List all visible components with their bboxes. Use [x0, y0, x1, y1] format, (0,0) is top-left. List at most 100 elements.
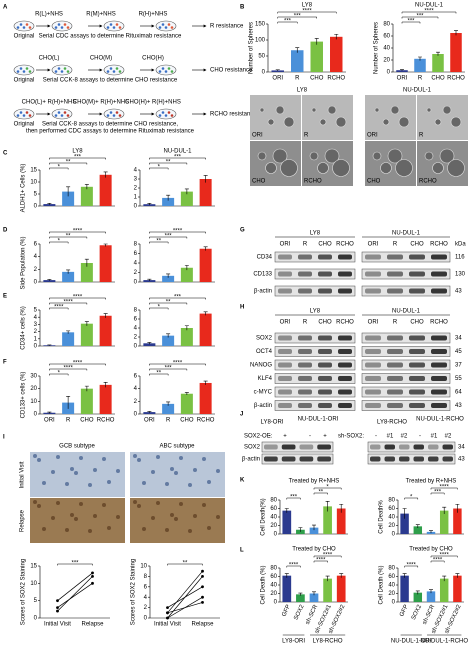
- blot-band: [387, 389, 403, 395]
- ihc-nucleus: [170, 513, 174, 517]
- error-bar: [298, 527, 303, 532]
- significance-label: ****: [54, 304, 64, 310]
- error-bar: [203, 311, 208, 316]
- point: [201, 585, 204, 589]
- significance-bracket: [149, 167, 169, 170]
- significance-label: *: [158, 164, 161, 170]
- y-tick-label: 1: [134, 195, 138, 201]
- cell: [28, 114, 32, 117]
- bar: [330, 36, 343, 72]
- y-tick-label: 0: [34, 616, 38, 622]
- blot-band: [318, 362, 332, 368]
- error-bar: [275, 69, 280, 72]
- cell: [22, 70, 26, 73]
- y-tick-label: 40: [388, 583, 395, 589]
- ihc-nucleus: [207, 526, 211, 530]
- bar: [43, 204, 56, 206]
- blot-strip: [274, 386, 356, 398]
- error-bar: [84, 321, 89, 326]
- lane-label: RCHO: [430, 320, 448, 326]
- x-tick-label: sh-SCR: [305, 603, 320, 625]
- blot-band: [318, 335, 332, 341]
- cell: [161, 67, 165, 70]
- y-tick-label: 30: [30, 374, 37, 380]
- lane-label: -: [269, 434, 271, 440]
- ihc-nucleus: [107, 480, 111, 484]
- ihc-nucleus: [156, 455, 160, 459]
- y-tick-label: 60: [388, 506, 395, 512]
- y-tick-label: 80: [388, 498, 395, 504]
- x-tick-label: SOX2: [411, 603, 423, 621]
- y-tick-label: 0: [134, 204, 138, 210]
- cell: [158, 114, 162, 117]
- bar: [439, 578, 449, 602]
- point: [91, 571, 94, 575]
- ihc-nucleus: [65, 528, 69, 532]
- sphere: [387, 148, 403, 164]
- blot-band: [298, 362, 312, 368]
- y-tick-label: 8: [144, 574, 148, 580]
- y-tick-label: 2: [134, 186, 138, 192]
- group-label: LY8-RCHO: [313, 639, 343, 645]
- significance-bracket: [49, 162, 88, 165]
- ihc-nucleus: [51, 516, 55, 520]
- error-bar: [66, 395, 71, 409]
- ihc-nucleus: [42, 481, 46, 485]
- cell: [25, 111, 29, 114]
- ihc-nucleus: [93, 468, 97, 472]
- cell: [118, 26, 122, 29]
- blot-band: [431, 335, 447, 341]
- blot-strip: [261, 441, 334, 453]
- error-bar: [325, 500, 330, 512]
- significance-bracket: [149, 297, 206, 300]
- error-bar: [203, 175, 208, 183]
- lane-label: ORI: [280, 320, 291, 326]
- significance-label: *: [58, 370, 61, 376]
- significance-label: ***: [174, 154, 182, 160]
- bar: [323, 578, 332, 602]
- cell: [167, 67, 171, 70]
- significance-bracket: [401, 21, 421, 24]
- point: [56, 606, 59, 609]
- sphere: [332, 159, 350, 177]
- sphere: [280, 159, 298, 177]
- error-bar: [103, 243, 108, 247]
- bar: [99, 245, 112, 282]
- significance-label: ***: [407, 18, 415, 24]
- bar: [413, 526, 423, 534]
- blot-band: [442, 456, 453, 462]
- cell: [164, 70, 168, 73]
- blot-band: [317, 444, 331, 450]
- blot-band: [365, 376, 381, 381]
- significance-bracket: [49, 236, 88, 239]
- error-bar: [400, 69, 404, 71]
- significance-label: **: [183, 560, 188, 566]
- lane-label: #1: [431, 434, 438, 440]
- ihc-nucleus: [51, 470, 55, 474]
- significance-label: ****: [289, 562, 299, 568]
- sphere: [450, 116, 462, 128]
- x-tick-label: Relapse: [191, 622, 214, 628]
- micrograph-label: RCHO: [304, 179, 322, 185]
- error-bar: [402, 573, 407, 578]
- micrograph-label: CHO: [367, 179, 381, 185]
- cell: [54, 26, 58, 29]
- cell-line-label: LY8: [310, 309, 321, 315]
- ihc-nucleus: [37, 504, 41, 508]
- ihc-nucleus: [142, 527, 146, 531]
- significance-bracket: [430, 492, 445, 495]
- y-axis-label: Number of Spheres: [374, 22, 380, 74]
- y-tick-label: 80: [270, 566, 277, 572]
- blot-band: [278, 376, 292, 381]
- bar: [99, 384, 112, 414]
- blot-band: [409, 335, 425, 341]
- caption: Serial CCK-8 assays to determine CHO res…: [43, 78, 178, 84]
- culture-dish: [51, 108, 73, 120]
- blot-band: [281, 456, 296, 462]
- significance-label: ****: [440, 484, 450, 490]
- subtype-label: GCB subtype: [59, 444, 95, 450]
- significance-bracket: [313, 560, 328, 563]
- blot-band: [278, 362, 292, 368]
- y-tick-label: 4: [134, 168, 138, 174]
- significance-label: *: [58, 164, 61, 170]
